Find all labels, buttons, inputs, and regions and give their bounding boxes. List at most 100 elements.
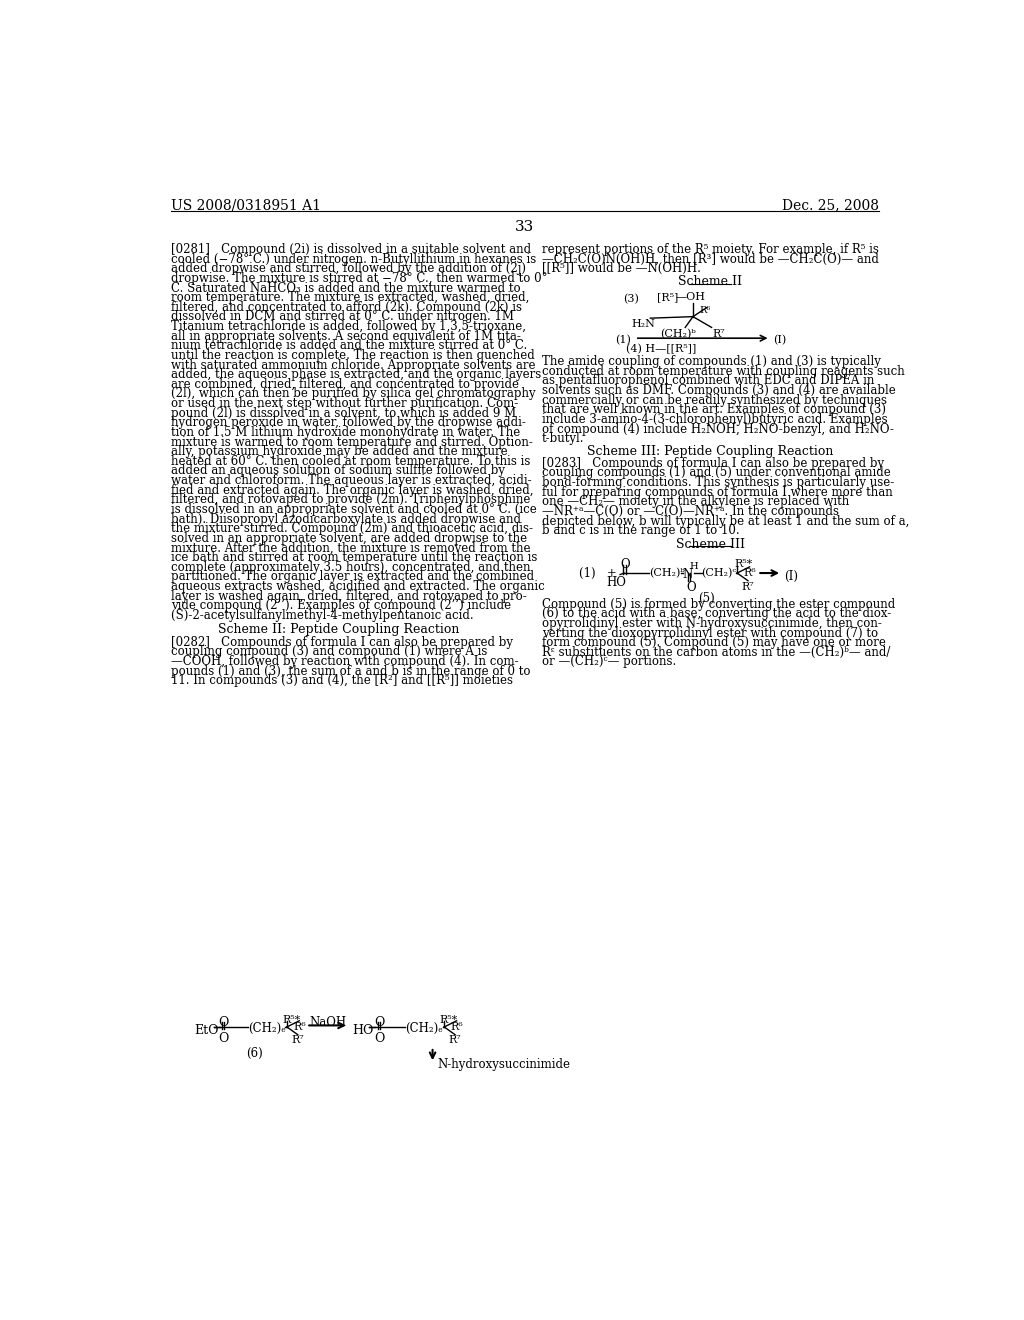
- Text: until the reaction is complete. The reaction is then quenched: until the reaction is complete. The reac…: [171, 348, 535, 362]
- Text: of compound (4) include H₂NOH, H₂NO-benzyl, and H₂NO-: of compound (4) include H₂NOH, H₂NO-benz…: [542, 422, 894, 436]
- Text: or used in the next step without further purification. Com-: or used in the next step without further…: [171, 397, 518, 411]
- Text: are combined, dried, filtered, and concentrated to provide: are combined, dried, filtered, and conce…: [171, 378, 518, 391]
- Text: coupling compounds (1) and (5) under conventional amide: coupling compounds (1) and (5) under con…: [542, 466, 891, 479]
- Text: Scheme II: Peptide Coupling Reaction: Scheme II: Peptide Coupling Reaction: [218, 623, 460, 636]
- Text: one —CH₂— moiety in the alkylene is replaced with: one —CH₂— moiety in the alkylene is repl…: [542, 495, 849, 508]
- Text: that are well known in the art. Examples of compound (3): that are well known in the art. Examples…: [542, 404, 886, 416]
- Text: added, the aqueous phase is extracted, and the organic layers: added, the aqueous phase is extracted, a…: [171, 368, 541, 381]
- Text: O: O: [219, 1016, 229, 1030]
- Text: filtered, and concentrated to afford (2k). Compound (2k) is: filtered, and concentrated to afford (2k…: [171, 301, 521, 314]
- Text: all in appropriate solvents. A second equivalent of 1M tita-: all in appropriate solvents. A second eq…: [171, 330, 520, 343]
- Text: 33: 33: [515, 220, 535, 234]
- Text: Scheme III: Peptide Coupling Reaction: Scheme III: Peptide Coupling Reaction: [587, 445, 834, 458]
- Text: US 2008/0318951 A1: US 2008/0318951 A1: [171, 198, 321, 213]
- Text: the mixture stirred. Compound (2m) and thioacetic acid, dis-: the mixture stirred. Compound (2m) and t…: [171, 523, 532, 535]
- Text: hydrogen peroxide in water, followed by the dropwise addi-: hydrogen peroxide in water, followed by …: [171, 416, 525, 429]
- Text: (2l), which can then be purified by silica gel chromatography: (2l), which can then be purified by sili…: [171, 388, 536, 400]
- Text: mixture is warmed to room temperature and stirred. Option-: mixture is warmed to room temperature an…: [171, 436, 532, 449]
- Text: dissolved in DCM and stirred at 0° C. under nitrogen. 1M: dissolved in DCM and stirred at 0° C. un…: [171, 310, 514, 323]
- Text: solvents such as DMF. Compounds (3) and (4) are available: solvents such as DMF. Compounds (3) and …: [542, 384, 896, 397]
- Text: R⁷: R⁷: [292, 1035, 304, 1044]
- Text: with saturated ammonium chloride. Appropriate solvents are: with saturated ammonium chloride. Approp…: [171, 359, 536, 372]
- Text: (1)   +: (1) +: [579, 566, 616, 579]
- Text: (4) H—[[R⁵]]: (4) H—[[R⁵]]: [626, 345, 696, 355]
- Text: R⁶: R⁶: [743, 569, 756, 578]
- Text: R⁶: R⁶: [451, 1022, 463, 1032]
- Text: (1): (1): [615, 335, 632, 346]
- Text: bond-forming conditions. This synthesis is particularly use-: bond-forming conditions. This synthesis …: [542, 477, 894, 488]
- Text: Scheme III: Scheme III: [676, 537, 744, 550]
- Text: EtO: EtO: [194, 1024, 218, 1038]
- Text: is dissolved in an appropriate solvent and cooled at 0° C. (ice: is dissolved in an appropriate solvent a…: [171, 503, 537, 516]
- Text: (I): (I): [783, 570, 798, 583]
- Text: Compound (5) is formed by converting the ester compound: Compound (5) is formed by converting the…: [542, 598, 895, 611]
- Text: as pentafluorophenol combined with EDC and DIPEA in: as pentafluorophenol combined with EDC a…: [542, 375, 874, 387]
- Text: O: O: [375, 1016, 385, 1030]
- Text: added dropwise and stirred, followed by the addition of (2j): added dropwise and stirred, followed by …: [171, 263, 525, 276]
- Text: [R⁵]: [R⁵]: [656, 292, 678, 302]
- Text: R⁶: R⁶: [293, 1022, 306, 1032]
- Text: complete (approximately 3.5 hours), concentrated, and then: complete (approximately 3.5 hours), conc…: [171, 561, 530, 574]
- Text: C. Saturated NaHCO₃ is added and the mixture warmed to: C. Saturated NaHCO₃ is added and the mix…: [171, 281, 520, 294]
- Text: pounds (1) and (3), the sum of a and b is in the range of 0 to: pounds (1) and (3), the sum of a and b i…: [171, 665, 530, 677]
- Text: form compound (5). Compound (5) may have one or more: form compound (5). Compound (5) may have…: [542, 636, 886, 649]
- Text: N-hydroxysuccinimide: N-hydroxysuccinimide: [437, 1057, 570, 1071]
- Text: —COOH, followed by reaction with compound (4). In com-: —COOH, followed by reaction with compoun…: [171, 655, 518, 668]
- Text: [0281]   Compound (2i) is dissolved in a suitable solvent and: [0281] Compound (2i) is dissolved in a s…: [171, 243, 530, 256]
- Text: R⁵*: R⁵*: [734, 560, 753, 569]
- Text: water and chloroform. The aqueous layer is extracted, acidi-: water and chloroform. The aqueous layer …: [171, 474, 531, 487]
- Text: [0283]   Compounds of formula I can also be prepared by: [0283] Compounds of formula I can also b…: [542, 457, 884, 470]
- Text: [[R⁵]] would be —N(OH)H.: [[R⁵]] would be —N(OH)H.: [542, 263, 700, 276]
- Text: R⁶: R⁶: [699, 306, 711, 315]
- Text: (6): (6): [247, 1047, 263, 1060]
- Text: (5): (5): [697, 591, 715, 605]
- Text: cooled (−78° C.) under nitrogen. n-Butyllithium in hexanes is: cooled (−78° C.) under nitrogen. n-Butyl…: [171, 252, 536, 265]
- Text: N: N: [683, 569, 693, 581]
- Text: Dec. 25, 2008: Dec. 25, 2008: [782, 198, 879, 213]
- Text: or —(CH₂)ᶜ— portions.: or —(CH₂)ᶜ— portions.: [542, 656, 676, 668]
- Text: HO: HO: [352, 1024, 374, 1038]
- Text: (S)-2-acetylsulfanylmethyl-4-methylpentanoic acid.: (S)-2-acetylsulfanylmethyl-4-methylpenta…: [171, 609, 473, 622]
- Text: (CH₂)ᵇ: (CH₂)ᵇ: [660, 329, 696, 339]
- Text: aqueous extracts washed, acidified and extracted. The organic: aqueous extracts washed, acidified and e…: [171, 579, 545, 593]
- Text: H: H: [689, 562, 697, 572]
- Text: room temperature. The mixture is extracted, washed, dried,: room temperature. The mixture is extract…: [171, 292, 529, 304]
- Text: added an aqueous solution of sodium sulfite followed by: added an aqueous solution of sodium sulf…: [171, 465, 505, 478]
- Text: R⁷: R⁷: [741, 582, 755, 593]
- Text: —CH₂C(O)N(OH)H, then [R³] would be —CH₂C(O)— and: —CH₂C(O)N(OH)H, then [R³] would be —CH₂C…: [542, 252, 879, 265]
- Text: nium tetrachloride is added and the mixture stirred at 0° C.: nium tetrachloride is added and the mixt…: [171, 339, 527, 352]
- Text: commercially or can be readily synthesized by techniques: commercially or can be readily synthesiz…: [542, 393, 887, 407]
- Text: (CH₂)ᶜ: (CH₂)ᶜ: [701, 569, 736, 578]
- Text: O: O: [686, 581, 695, 594]
- Text: include 3-amino-4-(3-chlorophenyl)butyric acid. Examples: include 3-amino-4-(3-chlorophenyl)butyri…: [542, 413, 888, 426]
- Text: ally, potassium hydroxide may be added and the mixture: ally, potassium hydroxide may be added a…: [171, 445, 507, 458]
- Text: (CH₂)ₑ: (CH₂)ₑ: [248, 1022, 286, 1035]
- Text: fied and extracted again. The organic layer is washed, dried,: fied and extracted again. The organic la…: [171, 483, 534, 496]
- Text: (CH₂)ₑ: (CH₂)ₑ: [406, 1022, 443, 1035]
- Text: Titanium tetrachloride is added, followed by 1,3,5-trioxane,: Titanium tetrachloride is added, followe…: [171, 321, 525, 333]
- Text: (6) to the acid with a base, converting the acid to the diox-: (6) to the acid with a base, converting …: [542, 607, 891, 620]
- Text: depicted below, b will typically be at least 1 and the sum of a,: depicted below, b will typically be at l…: [542, 515, 909, 528]
- Text: mixture. After the addition, the mixture is removed from the: mixture. After the addition, the mixture…: [171, 541, 530, 554]
- Text: ful for preparing compounds of formula I where more than: ful for preparing compounds of formula I…: [542, 486, 893, 499]
- Text: R⁷: R⁷: [713, 329, 725, 339]
- Text: (I): (I): [773, 335, 786, 346]
- Text: R⁵*: R⁵*: [439, 1015, 458, 1024]
- Text: —NR⁺ᵃ—C(O) or —C(O)—NR⁺ᵃ. In the compounds: —NR⁺ᵃ—C(O) or —C(O)—NR⁺ᵃ. In the compoun…: [542, 506, 839, 517]
- Text: (3): (3): [624, 293, 639, 304]
- Text: b and c is in the range of 1 to 10.: b and c is in the range of 1 to 10.: [542, 524, 739, 537]
- Text: [0282]   Compounds of formula I can also be prepared by: [0282] Compounds of formula I can also b…: [171, 636, 513, 649]
- Text: ice bath and stirred at room temperature until the reaction is: ice bath and stirred at room temperature…: [171, 552, 537, 564]
- Text: t-butyl.: t-butyl.: [542, 432, 585, 445]
- Text: O: O: [375, 1032, 385, 1044]
- Text: solved in an appropriate solvent, are added dropwise to the: solved in an appropriate solvent, are ad…: [171, 532, 526, 545]
- Text: O: O: [621, 557, 630, 570]
- Text: NaOH: NaOH: [309, 1016, 346, 1030]
- Text: partitioned. The organic layer is extracted and the combined: partitioned. The organic layer is extrac…: [171, 570, 534, 583]
- Text: (CH₂)ᵇ: (CH₂)ᵇ: [649, 569, 685, 578]
- Text: represent portions of the R⁵ moiety. For example, if R⁵ is: represent portions of the R⁵ moiety. For…: [542, 243, 879, 256]
- Text: R⁵*: R⁵*: [283, 1015, 300, 1024]
- Text: layer is washed again, dried, filtered, and rotovaped to pro-: layer is washed again, dried, filtered, …: [171, 590, 526, 603]
- Text: Rᵋ substituents on the carbon atoms in the —(CH₂)ᵇ— and/: Rᵋ substituents on the carbon atoms in t…: [542, 645, 890, 659]
- Text: HO: HO: [606, 576, 626, 589]
